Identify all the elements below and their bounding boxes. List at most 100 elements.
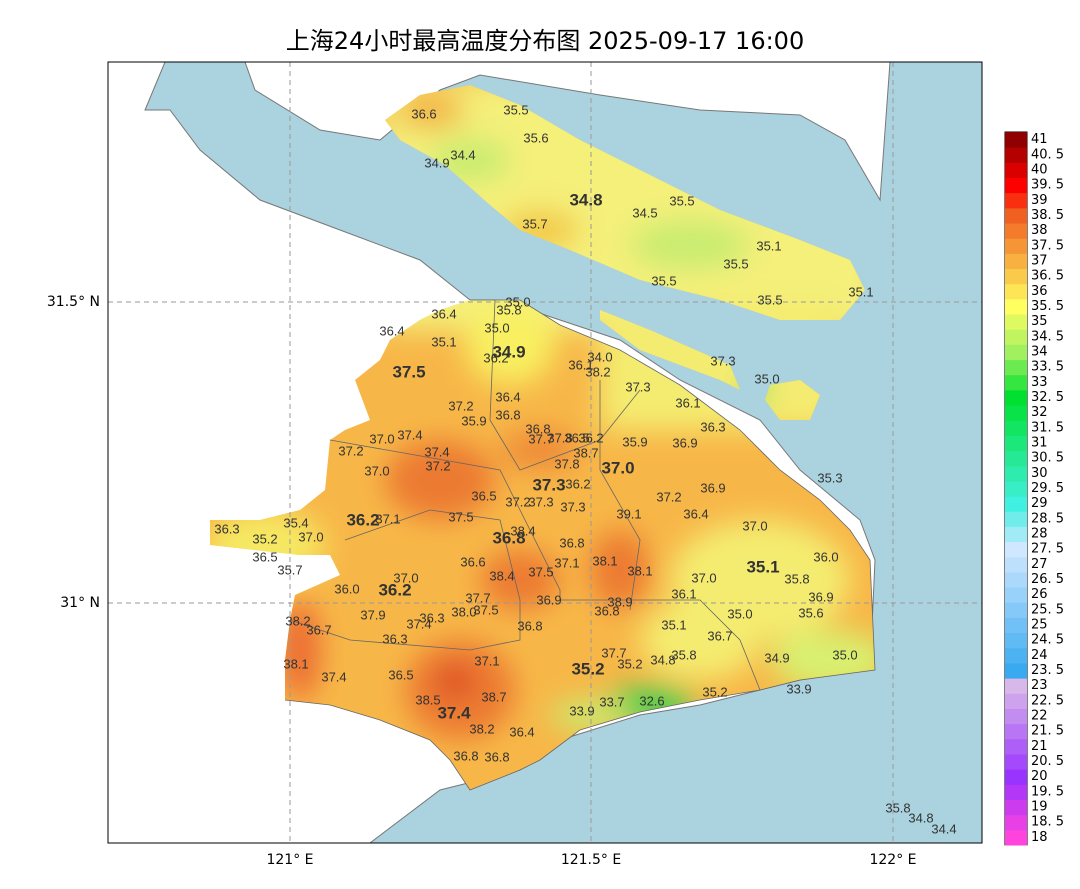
colorbar-label: 22: [1031, 709, 1048, 724]
colorbar-swatch: [1005, 526, 1027, 543]
colorbar-label: 41: [1031, 132, 1048, 147]
colorbar-label: 28. 5: [1031, 511, 1064, 526]
station-value: 33.9: [569, 703, 594, 718]
station-value: 35.0: [832, 647, 857, 662]
colorbar-label: 40: [1031, 162, 1048, 177]
colorbar-swatch: [1005, 738, 1027, 755]
colorbar-label: 23: [1031, 678, 1048, 693]
colorbar-swatch: [1005, 177, 1027, 194]
station-value: 36.8: [517, 618, 542, 633]
station-value: 37.4: [321, 669, 346, 684]
station-value: 35.0: [727, 606, 752, 621]
y-tick-label: 31° N: [60, 595, 100, 611]
y-tick-label: 31.5° N: [47, 294, 100, 310]
station-value: 37.2: [338, 443, 363, 458]
colorbar-swatch: [1005, 814, 1027, 831]
station-value: 35.8: [496, 302, 521, 317]
colorbar-label: 19: [1031, 800, 1048, 815]
station-value: 37.2: [448, 398, 473, 413]
colorbar-swatch: [1005, 298, 1027, 315]
station-value: 37.4: [406, 616, 431, 631]
station-value: 37.9: [360, 607, 385, 622]
colorbar-label: 29: [1031, 496, 1048, 511]
colorbar-label: 24. 5: [1031, 633, 1064, 648]
station-value: 36.8: [484, 749, 509, 764]
station-value: 36.1: [671, 586, 696, 601]
station-value: 36.2: [578, 430, 603, 445]
station-value: 36.7: [707, 628, 732, 643]
colorbar-label: 18: [1031, 830, 1048, 845]
station-value: 38.0: [451, 604, 476, 619]
colorbar-label: 35: [1031, 314, 1048, 329]
station-value: 35.5: [651, 273, 676, 288]
station-value: 38.2: [469, 721, 494, 736]
colorbar-swatch: [1005, 587, 1027, 603]
station-value: 36.0: [813, 549, 838, 564]
station-value: 36.4: [509, 724, 534, 739]
colorbar-swatch: [1005, 268, 1027, 285]
map-area: [108, 62, 982, 843]
colorbar-swatch: [1005, 132, 1027, 148]
colorbar-label: 26: [1031, 587, 1048, 602]
station-value: 36.5: [252, 549, 277, 564]
colorbar-swatch: [1005, 329, 1027, 345]
station-value: 36.4: [495, 389, 520, 404]
station-value: 37.1: [554, 555, 579, 570]
station-value: 34.8: [569, 190, 602, 209]
colorbar-swatch: [1005, 556, 1027, 573]
station-value: 37.4: [424, 444, 449, 459]
colorbar-label: 28: [1031, 527, 1048, 542]
x-tick-label: 121.5° E: [561, 852, 621, 868]
colorbar-swatch: [1005, 496, 1027, 512]
station-value: 36.9: [700, 480, 725, 495]
colorbar-swatch: [1005, 238, 1027, 254]
colorbar-swatch: [1005, 359, 1027, 376]
station-value: 38.1: [283, 656, 308, 671]
station-value: 36.9: [672, 435, 697, 450]
station-value: 35.3: [817, 470, 842, 485]
colorbar-swatch: [1005, 784, 1027, 800]
station-value: 37.5: [528, 564, 553, 579]
station-value: 36.8: [525, 421, 550, 436]
colorbar-label: 37. 5: [1031, 238, 1064, 253]
colorbar-label: 35. 5: [1031, 299, 1064, 314]
station-value: 37.0: [364, 463, 389, 478]
colorbar-label: 18. 5: [1031, 815, 1064, 830]
colorbar-swatch: [1005, 344, 1027, 361]
station-value: 38.9: [607, 594, 632, 609]
colorbar-label: 40. 5: [1031, 147, 1064, 162]
colorbar-label: 34: [1031, 344, 1048, 359]
colorbar-label: 21. 5: [1031, 724, 1064, 739]
station-value: 37.0: [691, 570, 716, 585]
colorbar-label: 31. 5: [1031, 420, 1064, 435]
station-value: 35.1: [848, 284, 873, 299]
station-value: 37.0: [369, 431, 394, 446]
station-value: 35.1: [661, 617, 686, 632]
station-value: 34.4: [450, 147, 475, 162]
station-value: 36.8: [594, 603, 619, 618]
station-value: 36.5: [564, 430, 589, 445]
station-value: 37.0: [742, 518, 767, 533]
station-value: 37.2: [505, 494, 530, 509]
colorbar-swatch: [1005, 769, 1027, 785]
colorbar-label: 22. 5: [1031, 693, 1064, 708]
colorbar-label: 20. 5: [1031, 754, 1064, 769]
station-value: 34.8: [908, 810, 933, 825]
colorbar-swatch: [1005, 799, 1027, 816]
station-value: 35.5: [723, 256, 748, 271]
station-value: 36.2: [565, 476, 590, 491]
colorbar-swatch: [1005, 223, 1027, 239]
station-value: 37.3: [528, 494, 553, 509]
colorbar-swatch: [1005, 662, 1027, 679]
colorbar-swatch: [1005, 602, 1027, 618]
station-value: 37.0: [298, 529, 323, 544]
colorbar-label: 19. 5: [1031, 784, 1064, 799]
station-value: 35.7: [522, 216, 547, 231]
station-value: 37.3: [625, 379, 650, 394]
station-value: 38.7: [573, 445, 598, 460]
colorbar-label: 32: [1031, 405, 1048, 420]
station-value: 37.7: [601, 645, 626, 660]
station-value: 36.6: [411, 106, 436, 121]
colorbar-label: 23. 5: [1031, 663, 1064, 678]
